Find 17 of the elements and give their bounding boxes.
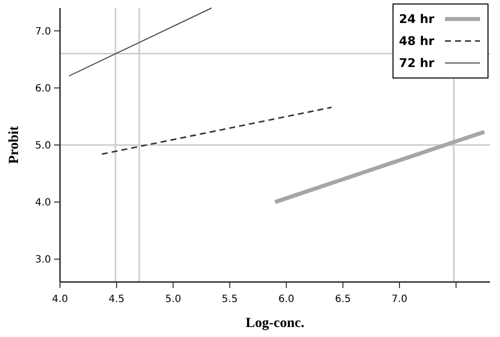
y-tick-label: 3.0 <box>35 254 51 266</box>
legend-label: 48 hr <box>399 34 434 48</box>
x-tick-label: 4.0 <box>52 294 68 305</box>
y-tick-label: 4.0 <box>35 198 51 209</box>
x-tick-label: 4.5 <box>108 294 125 305</box>
x-tick-label: 6.0 <box>278 294 294 305</box>
x-tick-label: 5.5 <box>222 294 238 305</box>
y-tick-label: 5.0 <box>35 140 51 152</box>
x-tick-label: 5.0 <box>165 294 182 305</box>
y-axis-title: Probit <box>7 126 22 164</box>
y-tick-label: 7.0 <box>35 26 51 38</box>
x-tick-label: 7.0 <box>392 294 408 305</box>
y-tick-label: 6.0 <box>35 83 51 94</box>
legend-label: 72 hr <box>399 56 434 70</box>
legend-label: 24 hr <box>399 12 434 26</box>
x-axis-title: Log-conc. <box>246 316 304 331</box>
x-tick-label: 6.5 <box>334 294 351 305</box>
